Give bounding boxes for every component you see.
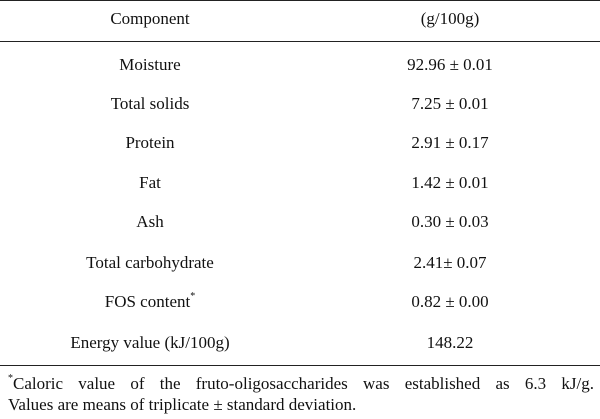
row-value-total-carbohydrate: 2.41± 0.07 bbox=[413, 253, 487, 272]
footnote-word: *Caloric bbox=[8, 373, 64, 393]
footnote-word: 6.3 bbox=[524, 374, 547, 393]
row-label-fat: Fat bbox=[139, 173, 161, 192]
table-bottom-rule bbox=[0, 365, 600, 366]
row-label-fos-text: FOS content bbox=[104, 292, 191, 311]
footnote-marker: * bbox=[8, 373, 13, 385]
footnote-marker: * bbox=[190, 291, 196, 303]
footnote-line-1: *Caloric value of the fruto-oligosacchar… bbox=[8, 373, 594, 394]
footnote-word: value bbox=[78, 374, 116, 393]
row-label-protein: Protein bbox=[125, 133, 175, 152]
row-value-protein: 2.91 ± 0.17 bbox=[411, 133, 489, 152]
footnote-word: kJ/g. bbox=[561, 374, 594, 393]
row-label-fos-content: FOS content* bbox=[0, 292, 300, 312]
header-component: Component bbox=[110, 9, 190, 28]
row-value-fos-content: 0.82 ± 0.00 bbox=[411, 292, 489, 311]
table-footnote: *Caloric value of the fruto-oligosacchar… bbox=[8, 373, 594, 415]
footnote-word: established bbox=[404, 374, 481, 393]
row-value-total-solids: 7.25 ± 0.01 bbox=[411, 94, 489, 113]
row-value-ash: 0.30 ± 0.03 bbox=[411, 212, 489, 231]
row-label-total-solids: Total solids bbox=[110, 94, 190, 113]
row-value-energy-value: 148.22 bbox=[426, 333, 474, 352]
row-label-ash: Ash bbox=[136, 212, 164, 231]
footnote-line-2: Values are means of triplicate ± standar… bbox=[8, 395, 357, 414]
footnote-word: of bbox=[130, 374, 145, 393]
footnote-word: the bbox=[159, 374, 181, 393]
header-unit: (g/100g) bbox=[420, 9, 480, 28]
row-label-total-carbohydrate: Total carbohydrate bbox=[86, 253, 214, 272]
row-label-energy-value: Energy value (kJ/100g) bbox=[70, 333, 230, 352]
row-label-moisture: Moisture bbox=[119, 55, 181, 74]
header-rule bbox=[0, 41, 600, 42]
footnote-word: was bbox=[363, 374, 390, 393]
footnote-word: fruto-oligosaccharides bbox=[195, 374, 348, 393]
row-value-fat: 1.42 ± 0.01 bbox=[411, 173, 489, 192]
footnote-word: as bbox=[495, 374, 510, 393]
row-value-moisture: 92.96 ± 0.01 bbox=[407, 55, 493, 74]
table-top-rule bbox=[0, 0, 600, 1]
